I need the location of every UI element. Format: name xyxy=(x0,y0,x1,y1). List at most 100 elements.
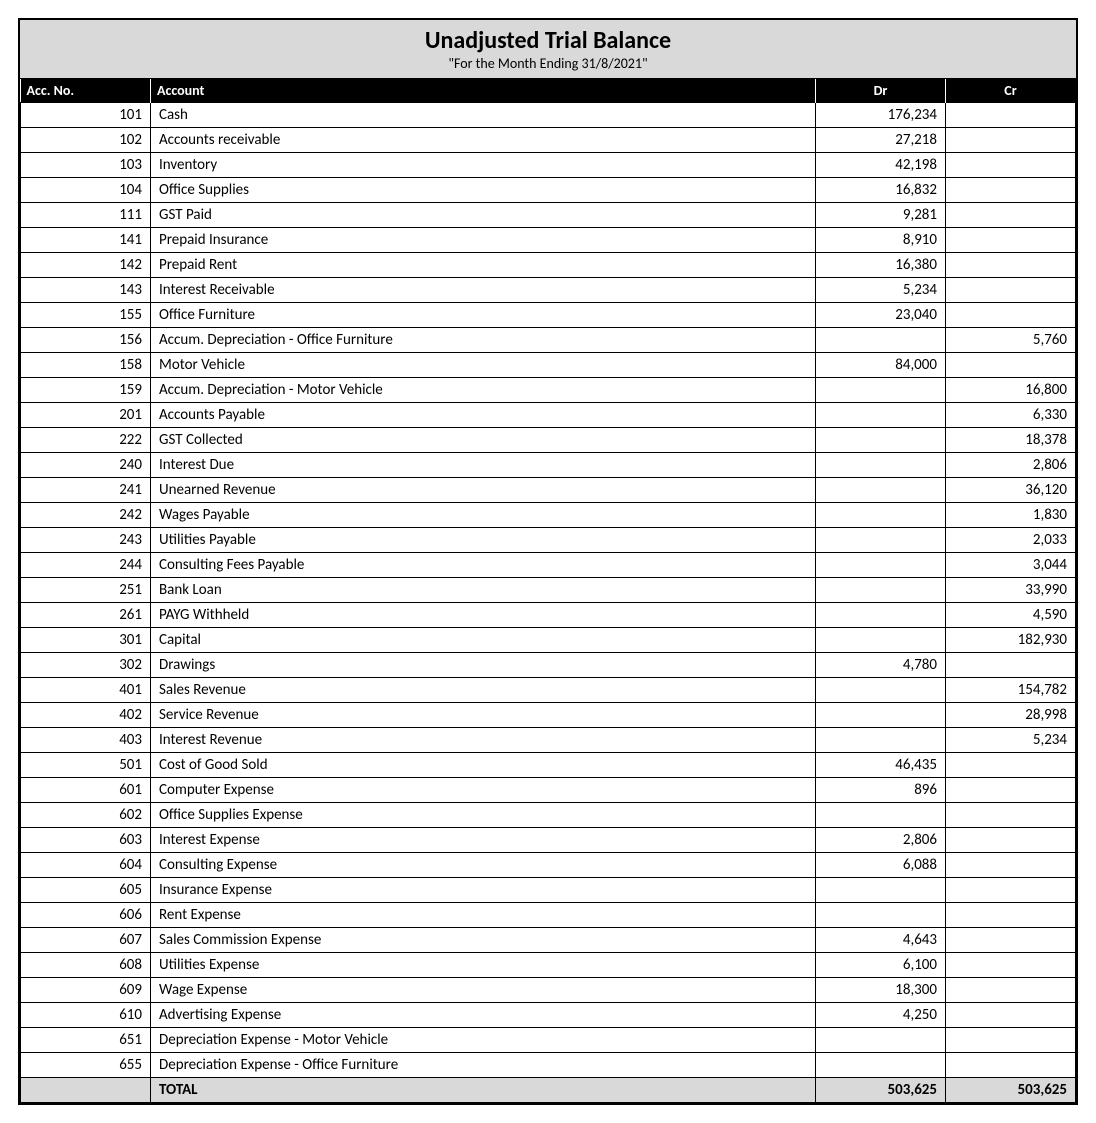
cell-cr xyxy=(946,1003,1076,1028)
cell-dr xyxy=(816,478,946,503)
cell-dr: 9,281 xyxy=(816,203,946,228)
cell-accno: 104 xyxy=(21,178,151,203)
cell-accno: 403 xyxy=(21,728,151,753)
cell-account: Prepaid Rent xyxy=(151,253,816,278)
table-row: 403Interest Revenue5,234 xyxy=(21,728,1076,753)
cell-cr xyxy=(946,353,1076,378)
cell-dr xyxy=(816,678,946,703)
cell-accno: 155 xyxy=(21,303,151,328)
cell-cr xyxy=(946,903,1076,928)
cell-cr xyxy=(946,128,1076,153)
table-row: 243Utilities Payable2,033 xyxy=(21,528,1076,553)
table-row: 301Capital182,930 xyxy=(21,628,1076,653)
table-row: 603Interest Expense2,806 xyxy=(21,828,1076,853)
cell-accno: 261 xyxy=(21,603,151,628)
cell-dr: 896 xyxy=(816,778,946,803)
cell-cr: 28,998 xyxy=(946,703,1076,728)
cell-dr: 42,198 xyxy=(816,153,946,178)
cell-account: Depreciation Expense - Office Furniture xyxy=(151,1053,816,1078)
col-header-accno: Acc. No. xyxy=(21,79,151,103)
cell-cr: 5,234 xyxy=(946,728,1076,753)
cell-accno: 607 xyxy=(21,928,151,953)
total-accno xyxy=(21,1078,151,1103)
cell-accno: 243 xyxy=(21,528,151,553)
cell-accno: 501 xyxy=(21,753,151,778)
cell-dr: 16,832 xyxy=(816,178,946,203)
table-row: 201Accounts Payable6,330 xyxy=(21,403,1076,428)
cell-cr xyxy=(946,228,1076,253)
cell-accno: 159 xyxy=(21,378,151,403)
cell-account: Cost of Good Sold xyxy=(151,753,816,778)
cell-dr xyxy=(816,878,946,903)
table-row: 605Insurance Expense xyxy=(21,878,1076,903)
cell-account: Office Furniture xyxy=(151,303,816,328)
cell-account: Accum. Depreciation - Motor Vehicle xyxy=(151,378,816,403)
cell-dr xyxy=(816,1053,946,1078)
cell-account: Sales Commission Expense xyxy=(151,928,816,953)
cell-account: Interest Receivable xyxy=(151,278,816,303)
report-title: Unadjusted Trial Balance xyxy=(20,26,1076,55)
cell-dr xyxy=(816,553,946,578)
cell-cr xyxy=(946,203,1076,228)
cell-dr: 16,380 xyxy=(816,253,946,278)
table-row: 244Consulting Fees Payable3,044 xyxy=(21,553,1076,578)
cell-dr xyxy=(816,628,946,653)
cell-account: Consulting Expense xyxy=(151,853,816,878)
cell-cr xyxy=(946,878,1076,903)
cell-cr xyxy=(946,753,1076,778)
cell-dr xyxy=(816,503,946,528)
cell-dr: 8,910 xyxy=(816,228,946,253)
title-block: Unadjusted Trial Balance "For the Month … xyxy=(20,20,1076,79)
cell-account: Accounts receivable xyxy=(151,128,816,153)
total-dr: 503,625 xyxy=(816,1078,946,1103)
cell-cr: 3,044 xyxy=(946,553,1076,578)
cell-account: Wages Payable xyxy=(151,503,816,528)
cell-accno: 101 xyxy=(21,103,151,128)
cell-account: Office Supplies xyxy=(151,178,816,203)
cell-accno: 302 xyxy=(21,653,151,678)
cell-cr xyxy=(946,978,1076,1003)
table-row: 102Accounts receivable27,218 xyxy=(21,128,1076,153)
cell-account: Insurance Expense xyxy=(151,878,816,903)
cell-dr: 4,250 xyxy=(816,1003,946,1028)
cell-account: Consulting Fees Payable xyxy=(151,553,816,578)
cell-account: GST Collected xyxy=(151,428,816,453)
cell-dr xyxy=(816,1028,946,1053)
table-header-row: Acc. No. Account Dr Cr xyxy=(21,79,1076,103)
table-row: 143Interest Receivable5,234 xyxy=(21,278,1076,303)
cell-dr: 5,234 xyxy=(816,278,946,303)
cell-account: Prepaid Insurance xyxy=(151,228,816,253)
cell-accno: 602 xyxy=(21,803,151,828)
cell-account: Bank Loan xyxy=(151,578,816,603)
cell-accno: 401 xyxy=(21,678,151,703)
table-row: 607Sales Commission Expense4,643 xyxy=(21,928,1076,953)
cell-accno: 251 xyxy=(21,578,151,603)
cell-dr xyxy=(816,403,946,428)
cell-dr xyxy=(816,428,946,453)
cell-cr xyxy=(946,953,1076,978)
cell-dr xyxy=(816,803,946,828)
cell-cr xyxy=(946,103,1076,128)
cell-dr: 18,300 xyxy=(816,978,946,1003)
cell-cr xyxy=(946,853,1076,878)
cell-accno: 606 xyxy=(21,903,151,928)
cell-account: Depreciation Expense - Motor Vehicle xyxy=(151,1028,816,1053)
cell-account: GST Paid xyxy=(151,203,816,228)
table-row: 601Computer Expense896 xyxy=(21,778,1076,803)
table-row: 101Cash176,234 xyxy=(21,103,1076,128)
cell-dr xyxy=(816,378,946,403)
cell-account: Motor Vehicle xyxy=(151,353,816,378)
table-row: 159Accum. Depreciation - Motor Vehicle16… xyxy=(21,378,1076,403)
cell-account: Accum. Depreciation - Office Furniture xyxy=(151,328,816,353)
cell-account: Utilities Expense xyxy=(151,953,816,978)
cell-accno: 142 xyxy=(21,253,151,278)
cell-account: Service Revenue xyxy=(151,703,816,728)
cell-cr: 33,990 xyxy=(946,578,1076,603)
cell-dr: 176,234 xyxy=(816,103,946,128)
cell-dr: 2,806 xyxy=(816,828,946,853)
cell-account: Drawings xyxy=(151,653,816,678)
cell-account: Rent Expense xyxy=(151,903,816,928)
cell-accno: 111 xyxy=(21,203,151,228)
table-row: 401Sales Revenue154,782 xyxy=(21,678,1076,703)
cell-dr: 6,088 xyxy=(816,853,946,878)
